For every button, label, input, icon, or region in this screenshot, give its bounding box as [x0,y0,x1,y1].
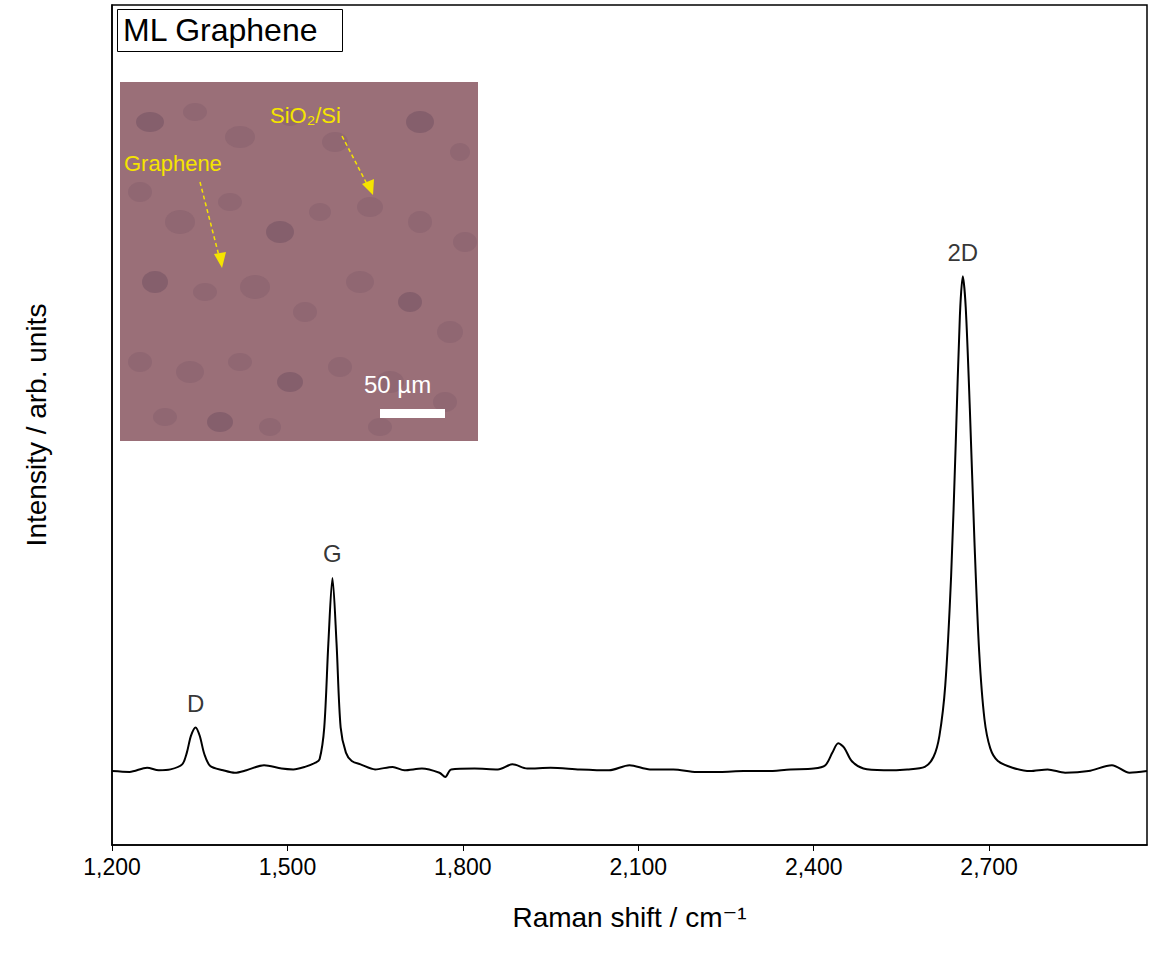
svg-text:Raman shift / cm⁻¹: Raman shift / cm⁻¹ [512,902,746,933]
svg-text:1,800: 1,800 [434,854,492,880]
svg-text:2,400: 2,400 [785,854,843,880]
svg-text:ML Graphene: ML Graphene [123,12,317,48]
svg-text:50 µm: 50 µm [364,371,431,398]
svg-text:D: D [187,690,204,717]
svg-text:2,100: 2,100 [609,854,667,880]
svg-text:G: G [323,540,342,567]
svg-text:1,200: 1,200 [83,854,141,880]
svg-text:SiO₂/Si: SiO₂/Si [270,103,341,128]
svg-text:1,500: 1,500 [259,854,317,880]
svg-text:Graphene: Graphene [124,151,222,176]
svg-text:Intensity / arb. units: Intensity / arb. units [21,304,52,547]
svg-text:2,700: 2,700 [960,854,1018,880]
svg-text:2D: 2D [947,239,978,266]
